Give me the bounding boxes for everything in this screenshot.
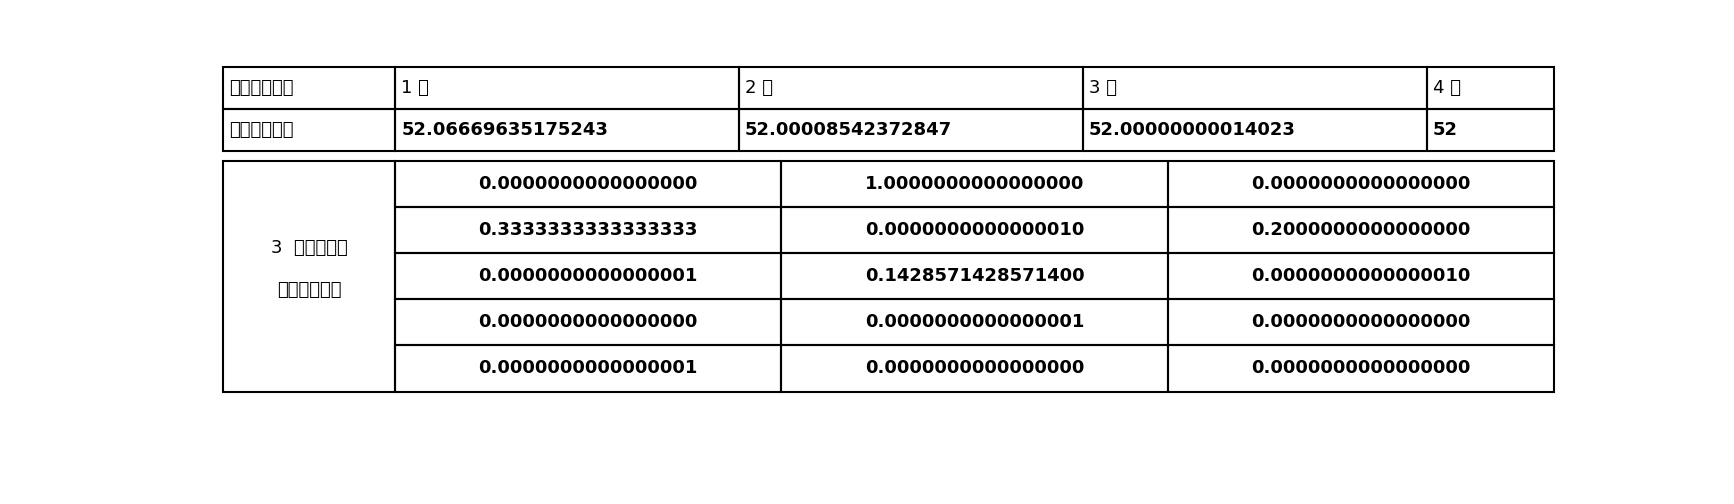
Text: 1.0000000000000000: 1.0000000000000000 bbox=[865, 175, 1084, 193]
Bar bbox=[395, 67, 739, 109]
Bar bbox=[1169, 161, 1554, 207]
Text: 0.0000000000000001: 0.0000000000000001 bbox=[865, 313, 1084, 331]
Text: 52: 52 bbox=[1432, 121, 1458, 139]
Bar bbox=[395, 345, 782, 392]
Text: 频率测量结果: 频率测量结果 bbox=[229, 121, 293, 139]
Text: 谐波测量结果: 谐波测量结果 bbox=[277, 281, 342, 299]
Bar bbox=[1427, 67, 1554, 109]
Text: 0.2000000000000000: 0.2000000000000000 bbox=[1252, 221, 1470, 239]
Bar bbox=[739, 67, 1082, 109]
Text: 0.0000000000000000: 0.0000000000000000 bbox=[1252, 175, 1470, 193]
Bar bbox=[1082, 109, 1427, 151]
Bar bbox=[1082, 67, 1427, 109]
Text: 4 次: 4 次 bbox=[1432, 79, 1462, 97]
Bar bbox=[395, 253, 782, 299]
Text: 52.00000000014023: 52.00000000014023 bbox=[1089, 121, 1295, 139]
Text: 0.1428571428571400: 0.1428571428571400 bbox=[865, 267, 1084, 285]
Bar bbox=[224, 109, 395, 151]
Text: 跟踪迭代次数: 跟踪迭代次数 bbox=[229, 79, 293, 97]
Text: 1 次: 1 次 bbox=[401, 79, 428, 97]
Bar bbox=[395, 109, 739, 151]
Bar bbox=[224, 161, 395, 392]
Text: 0.0000000000000000: 0.0000000000000000 bbox=[865, 359, 1084, 377]
Bar bbox=[782, 161, 1169, 207]
Bar bbox=[1427, 109, 1554, 151]
Bar bbox=[782, 253, 1169, 299]
Bar bbox=[395, 207, 782, 253]
Text: 0.0000000000000000: 0.0000000000000000 bbox=[479, 175, 697, 193]
Text: 0.0000000000000010: 0.0000000000000010 bbox=[865, 221, 1084, 239]
Text: 52.00008542372847: 52.00008542372847 bbox=[746, 121, 952, 139]
Text: 0.0000000000000001: 0.0000000000000001 bbox=[479, 359, 697, 377]
Text: 0.0000000000000000: 0.0000000000000000 bbox=[479, 313, 697, 331]
Text: 3  次跟踪迭代: 3 次跟踪迭代 bbox=[271, 239, 347, 258]
Bar bbox=[1169, 253, 1554, 299]
Text: 0.0000000000000000: 0.0000000000000000 bbox=[1252, 313, 1470, 331]
Bar bbox=[1169, 345, 1554, 392]
Bar bbox=[782, 207, 1169, 253]
Text: 0.0000000000000000: 0.0000000000000000 bbox=[1252, 359, 1470, 377]
Text: 3 次: 3 次 bbox=[1089, 79, 1117, 97]
Bar bbox=[739, 109, 1082, 151]
Bar bbox=[782, 345, 1169, 392]
Text: 52.06669635175243: 52.06669635175243 bbox=[401, 121, 609, 139]
Bar bbox=[782, 299, 1169, 345]
Bar bbox=[224, 67, 395, 109]
Text: 0.3333333333333333: 0.3333333333333333 bbox=[479, 221, 697, 239]
Text: 0.0000000000000010: 0.0000000000000010 bbox=[1252, 267, 1470, 285]
Bar bbox=[395, 161, 782, 207]
Bar bbox=[1169, 299, 1554, 345]
Bar bbox=[1169, 207, 1554, 253]
Text: 2 次: 2 次 bbox=[746, 79, 773, 97]
Text: 0.0000000000000001: 0.0000000000000001 bbox=[479, 267, 697, 285]
Bar bbox=[395, 299, 782, 345]
